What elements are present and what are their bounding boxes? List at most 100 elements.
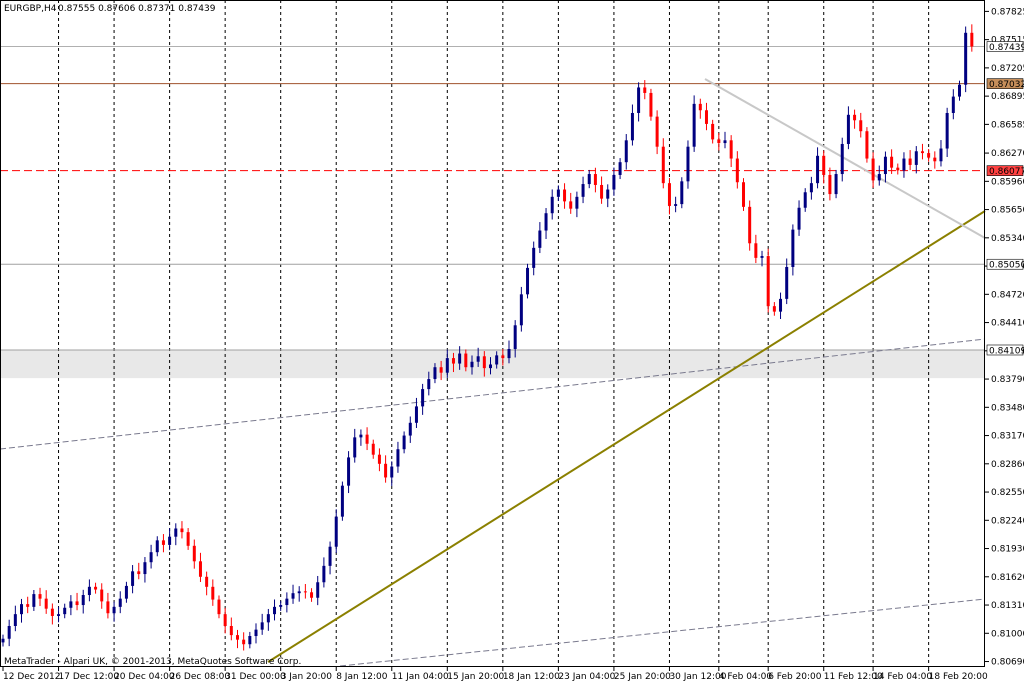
candle-body <box>464 353 468 368</box>
candle-body <box>94 586 98 590</box>
candle-body <box>1 638 5 643</box>
candle-body <box>13 614 17 626</box>
candle-body <box>322 565 326 583</box>
candle-body <box>532 247 536 268</box>
candle-body <box>427 379 431 390</box>
chart-header-ohlc: 0.87555 0.87606 0.87371 0.87439 <box>58 4 216 14</box>
price-level-tag <box>986 165 1024 176</box>
candle-body <box>445 358 449 373</box>
candle-body <box>834 174 838 195</box>
candle-body <box>544 213 548 231</box>
candle-body <box>482 356 486 369</box>
candle-body <box>766 256 770 307</box>
candle-body <box>248 636 252 645</box>
candle-body <box>421 389 425 407</box>
x-tick-label: 23 Jan 04:00 <box>558 672 615 682</box>
chart-header-symbol: EURGBP,H4 <box>4 4 57 14</box>
candle-body <box>760 256 764 258</box>
candle-body <box>205 576 209 587</box>
candle-body <box>229 625 233 636</box>
candle-body <box>964 32 968 85</box>
candle-body <box>285 598 289 606</box>
x-tick-label: 18 Feb 20:00 <box>929 672 988 682</box>
candle-body <box>347 457 351 486</box>
candle-body <box>538 230 542 248</box>
candle-body <box>211 586 215 600</box>
chart-footer-copyright: MetaTrader - Alpari UK, © 2001-2013, Met… <box>4 657 301 667</box>
channel-upper-line[interactable] <box>0 338 986 450</box>
candle-body <box>377 454 381 464</box>
candle-body <box>371 443 375 455</box>
candle-body <box>859 120 863 132</box>
candle-body <box>198 561 202 577</box>
candle-body <box>20 604 24 615</box>
candle-body <box>334 516 338 547</box>
price-level-tag <box>986 78 1024 89</box>
candle-body <box>680 181 684 205</box>
support-trendline[interactable] <box>267 210 986 663</box>
candle-body <box>439 367 443 373</box>
candle-body <box>81 595 85 606</box>
candle-body <box>87 586 91 596</box>
candle-body <box>390 466 394 478</box>
candle-body <box>957 84 961 97</box>
candle-body <box>816 155 820 184</box>
candle-body <box>186 532 190 546</box>
candle-body <box>945 112 949 149</box>
candle-body <box>822 155 826 175</box>
candle-body <box>7 625 11 639</box>
y-tick-label: 0.87205 <box>991 64 1024 74</box>
price-level-tag <box>986 344 1024 356</box>
candle-body <box>266 614 270 623</box>
candle-body <box>729 140 733 159</box>
candle-body <box>853 114 857 121</box>
candle-body <box>402 435 406 450</box>
candle-body <box>44 598 48 609</box>
candle-body <box>180 528 184 533</box>
candle-body <box>316 582 320 598</box>
candle-body <box>131 571 135 586</box>
candle-body <box>340 485 344 517</box>
candle-body <box>704 110 708 124</box>
candle-body <box>803 192 807 208</box>
candle-body <box>711 123 715 140</box>
price-level-label: 0.87439 <box>989 43 1024 53</box>
price-level-label: 0.85050 <box>989 261 1024 271</box>
channel-lower-line[interactable] <box>339 598 986 667</box>
support-zone <box>0 349 985 379</box>
candle-body <box>458 353 462 364</box>
candle-body <box>630 112 634 141</box>
candle-body <box>865 131 869 159</box>
candle-body <box>38 594 42 599</box>
candle-body <box>57 614 61 616</box>
candle-body <box>939 148 943 162</box>
x-tick-label: 11 Feb 12:00 <box>824 672 883 682</box>
candle-body <box>655 116 659 147</box>
plot-frame <box>0 0 985 667</box>
candle-body <box>624 140 628 163</box>
candle-body <box>785 266 789 299</box>
candle-body <box>890 156 894 168</box>
candle-body <box>279 605 283 607</box>
candle-body <box>883 156 887 175</box>
candle-body <box>254 629 258 637</box>
candle-body <box>809 183 813 193</box>
resistance-trendline[interactable] <box>704 78 986 239</box>
candle-body <box>667 183 671 206</box>
candle-body <box>828 174 832 195</box>
candle-body <box>797 207 801 230</box>
candle-body <box>118 598 122 607</box>
x-tick-label: 4 Feb 04:00 <box>719 672 773 682</box>
candle-body <box>242 639 246 645</box>
candle-body <box>69 601 73 608</box>
candle-body <box>235 635 239 640</box>
